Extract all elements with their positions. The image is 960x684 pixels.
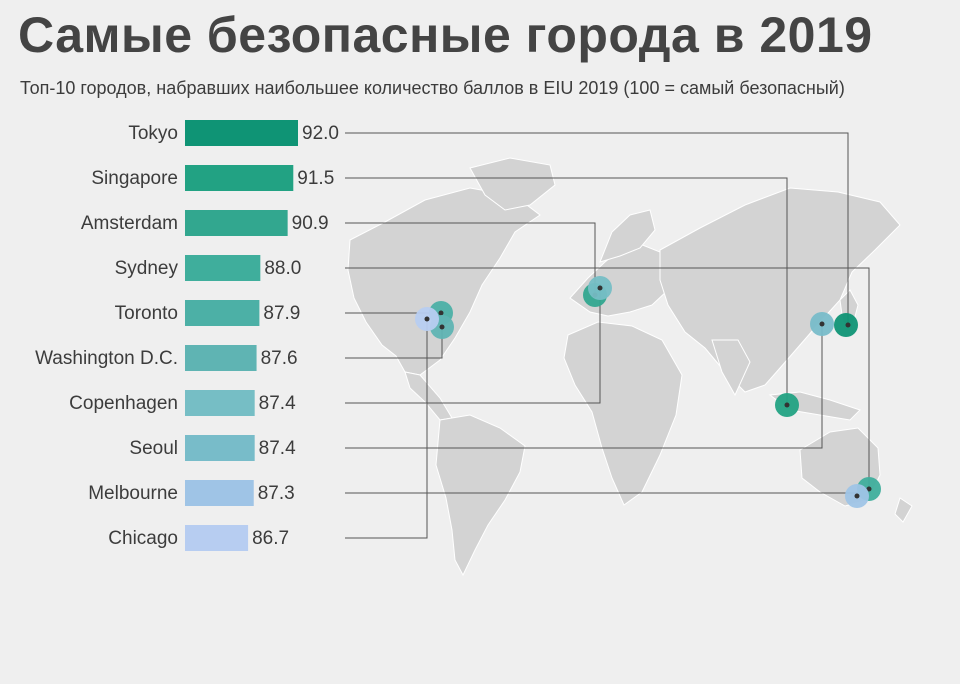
map-north-america [347,187,541,376]
world-map [347,157,913,577]
bar-1 [185,165,294,191]
city-marker-dot-9 [424,316,430,322]
category-label-3: Sydney [115,258,179,279]
category-label-8: Melbourne [88,483,178,504]
bar-8 [185,480,254,506]
city-markers [415,276,881,508]
category-label-0: Tokyo [128,123,178,144]
category-label-2: Amsterdam [81,213,178,234]
map-central-america [404,371,453,421]
bars [185,120,298,551]
map-south-america [435,414,526,577]
city-marker-dot-7 [819,321,825,327]
bar-3 [185,255,261,281]
map-india [711,339,751,397]
map-africa [563,321,683,506]
value-label-2: 90.9 [292,213,329,234]
category-label-1: Singapore [91,168,178,189]
category-label-7: Seoul [129,438,178,459]
bar-6 [185,390,255,416]
bar-7 [185,435,255,461]
category-label-5: Washington D.C. [35,348,178,369]
chart-title: Самые безопасные города в 2019 [18,7,873,63]
bar-2 [185,210,288,236]
map-new-zealand [894,497,913,523]
value-label-6: 87.4 [259,393,296,414]
city-marker-dot-1 [784,402,790,408]
category-label-4: Toronto [115,303,178,324]
city-marker-dot-5 [439,324,445,330]
value-label-0: 92.0 [302,123,339,144]
value-label-7: 87.4 [259,438,296,459]
value-labels: 92.0 91.5 90.9 88.0 87.9 87.6 87.4 87.4 87.3 86.7 [252,123,339,549]
city-marker-dot-3 [866,486,872,492]
map-asia [659,187,901,393]
bar-4 [185,300,260,326]
map-scandinavia [599,209,656,263]
bar-9 [185,525,249,551]
category-labels: Tokyo Singapore Amsterdam Sydney Toronto Wash… [35,123,178,549]
city-marker-dot-8 [854,493,860,499]
value-label-9: 86.7 [252,528,289,549]
category-label-6: Copenhagen [69,393,178,414]
connector-line-9 [345,319,428,539]
city-marker-dot-4 [438,310,444,316]
connector-line-3 [345,267,870,489]
value-label-4: 87.9 [263,303,300,324]
value-label-3: 88.0 [264,258,301,279]
category-label-9: Chicago [108,528,178,549]
value-label-1: 91.5 [297,168,334,189]
bar-5 [185,345,257,371]
connector-line-7 [345,324,823,449]
city-marker-dot-0 [845,322,851,328]
connector-line-6 [345,288,601,404]
connector-line-0 [345,132,849,325]
map-greenland [469,157,556,211]
connector-line-8 [345,492,858,496]
value-label-8: 87.3 [258,483,295,504]
value-label-5: 87.6 [261,348,298,369]
connector-line-1 [345,177,788,405]
bar-0 [185,120,298,146]
connector-line-2 [345,222,596,295]
city-marker-dot-6 [597,285,603,291]
chart-subtitle: Топ-10 городов, набравших наибольшее кол… [20,78,845,98]
